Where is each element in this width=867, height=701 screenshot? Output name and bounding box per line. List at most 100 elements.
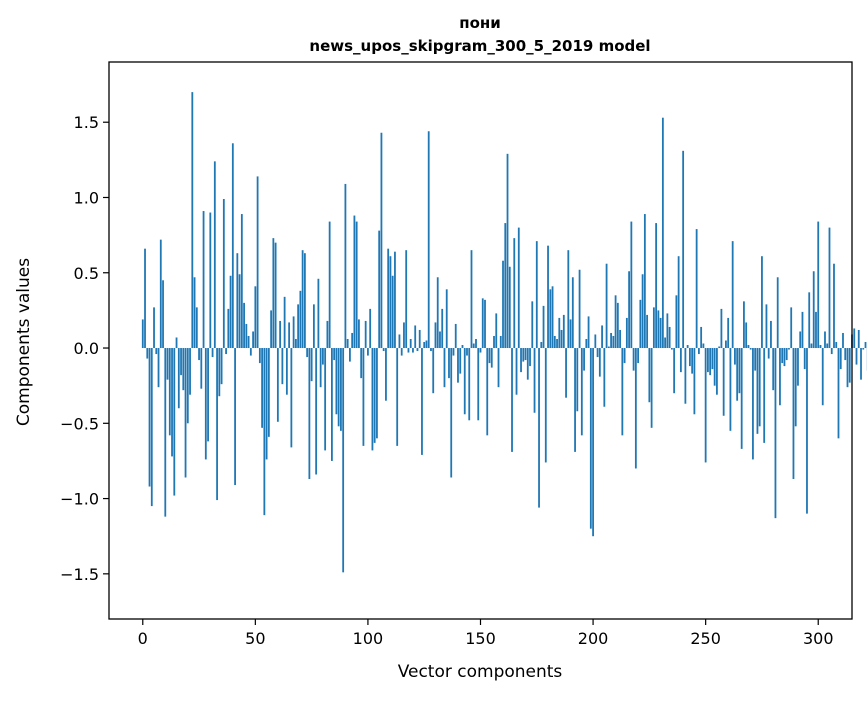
bar — [835, 342, 837, 348]
x-tick-label: 50 — [245, 629, 265, 648]
bar — [606, 264, 608, 348]
bar — [664, 337, 666, 348]
bar — [468, 348, 470, 420]
bar — [734, 348, 736, 365]
plot-frame — [109, 62, 852, 619]
bar — [536, 241, 538, 348]
bar — [669, 327, 671, 348]
bar — [232, 143, 234, 348]
bar — [419, 330, 421, 348]
bar — [257, 176, 259, 348]
bar — [243, 303, 245, 348]
bar — [709, 348, 711, 375]
bar — [299, 291, 301, 348]
bar — [696, 229, 698, 348]
bar — [477, 348, 479, 420]
bar — [666, 313, 668, 348]
bar — [336, 348, 338, 414]
bar — [518, 228, 520, 348]
bar — [570, 319, 572, 348]
bar — [804, 348, 806, 369]
bar — [547, 246, 549, 348]
bar — [795, 348, 797, 426]
bar — [626, 318, 628, 348]
bar — [853, 328, 855, 348]
bar — [306, 348, 308, 357]
bar — [594, 334, 596, 348]
bar — [266, 348, 268, 459]
bar — [763, 348, 765, 443]
bar — [376, 348, 378, 438]
bar — [802, 312, 804, 348]
bar — [768, 348, 770, 359]
y-tick-label: 0.0 — [74, 339, 99, 358]
bar — [745, 322, 747, 348]
bar — [748, 345, 750, 348]
bar — [252, 331, 254, 348]
bar — [450, 348, 452, 477]
bar — [250, 348, 252, 356]
bar — [847, 348, 849, 387]
bar — [218, 348, 220, 396]
bar — [480, 348, 482, 353]
bar — [356, 222, 358, 348]
bar — [534, 348, 536, 413]
bar — [381, 133, 383, 348]
bar — [295, 339, 297, 348]
bar — [345, 184, 347, 348]
bar — [743, 301, 745, 348]
bar — [752, 348, 754, 459]
bar — [509, 267, 511, 348]
bar — [153, 307, 155, 348]
bar — [279, 321, 281, 348]
bar — [495, 313, 497, 348]
bar — [164, 348, 166, 517]
bar — [858, 330, 860, 348]
bar — [628, 271, 630, 348]
bar — [826, 344, 828, 349]
bar — [171, 348, 173, 456]
bar — [844, 348, 846, 360]
bar — [653, 307, 655, 348]
bar — [360, 348, 362, 378]
bar — [504, 223, 506, 348]
x-tick-label: 150 — [465, 629, 496, 648]
bar — [806, 348, 808, 514]
bar — [158, 348, 160, 387]
bar — [439, 331, 441, 348]
bar — [637, 348, 639, 363]
bar — [372, 348, 374, 450]
bar — [270, 310, 272, 348]
bar — [331, 348, 333, 461]
bar — [736, 348, 738, 401]
bar — [446, 289, 448, 348]
bar — [412, 348, 414, 353]
bar — [455, 324, 457, 348]
bar — [525, 348, 527, 360]
bar — [160, 240, 162, 348]
bar — [527, 348, 529, 380]
bar — [241, 214, 243, 348]
bar — [554, 336, 556, 348]
bar — [813, 271, 815, 348]
bar — [576, 348, 578, 411]
bar — [597, 348, 599, 357]
x-tick-label: 100 — [353, 629, 384, 648]
bar — [545, 348, 547, 462]
bar — [678, 256, 680, 348]
bar — [437, 277, 439, 348]
bar — [601, 325, 603, 348]
bar — [351, 333, 353, 348]
bar — [788, 348, 790, 350]
bar — [567, 250, 569, 348]
bar — [308, 348, 310, 479]
bar — [590, 348, 592, 529]
bar — [223, 199, 225, 348]
bar — [173, 348, 175, 496]
bar — [428, 131, 430, 348]
bar — [322, 348, 324, 365]
bar — [725, 341, 727, 349]
bar — [820, 345, 822, 348]
bar — [842, 333, 844, 348]
